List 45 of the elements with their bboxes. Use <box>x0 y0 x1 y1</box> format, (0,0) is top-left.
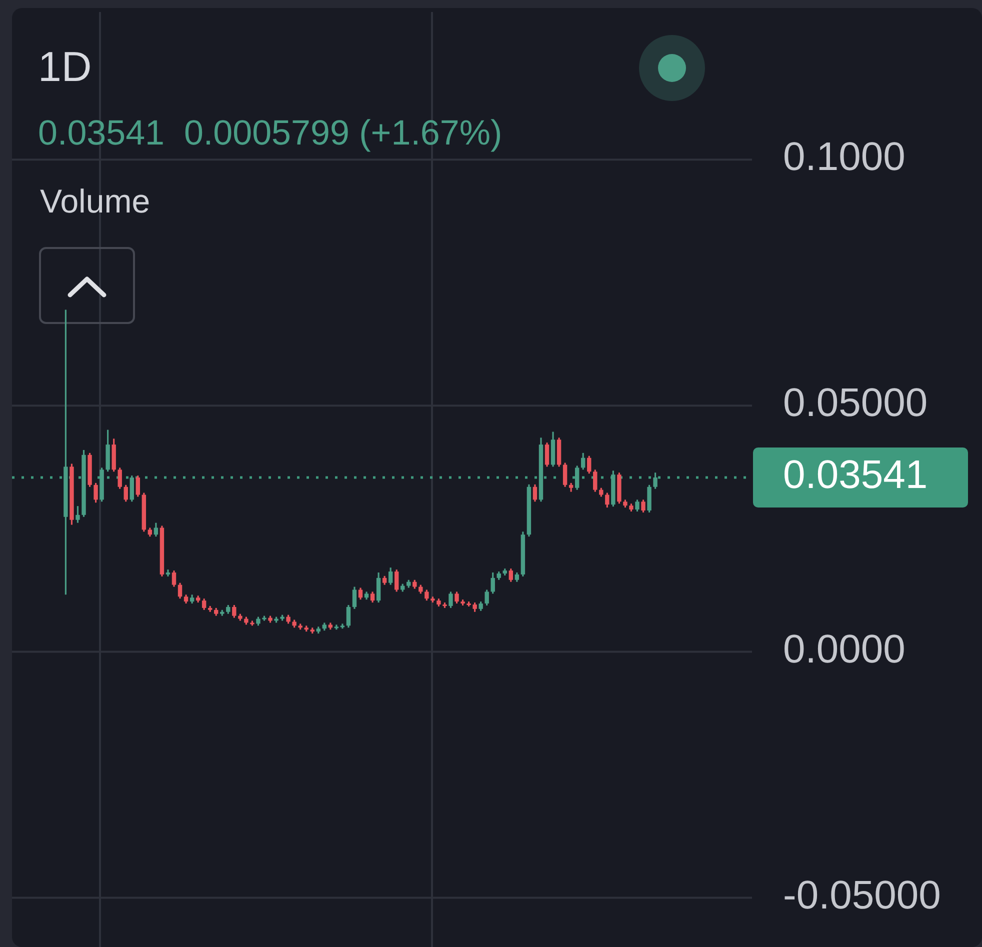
candlestick <box>346 604 351 628</box>
candlestick <box>352 586 357 610</box>
candlestick <box>94 482 98 504</box>
candlestick <box>448 590 453 609</box>
candlestick <box>388 566 393 586</box>
candlestick <box>358 586 363 600</box>
candlestick <box>124 484 128 502</box>
candlestick <box>544 442 550 468</box>
candlestick <box>166 568 170 578</box>
candlestick <box>172 570 176 588</box>
candlestick <box>370 590 375 604</box>
y-tick-label: 0.05000 <box>783 381 928 426</box>
annotation: Volume <box>40 182 150 220</box>
text: 1D <box>38 43 92 90</box>
candlestick <box>532 484 538 502</box>
candlestick <box>154 522 158 538</box>
candlestick <box>376 572 381 604</box>
candlestick <box>587 455 592 474</box>
candlestick <box>424 588 429 602</box>
candlestick <box>580 452 586 470</box>
candlestick <box>118 466 122 490</box>
candlestick <box>562 462 568 488</box>
candlestick <box>136 474 140 498</box>
candlestick <box>490 572 495 594</box>
candlestick <box>178 582 182 600</box>
candlestick <box>514 572 520 583</box>
candlestick <box>76 505 80 524</box>
candlestick <box>484 588 489 606</box>
candlestick <box>647 484 652 514</box>
candlestick <box>478 600 483 612</box>
y-tick-label: 0.0000 <box>783 627 906 672</box>
candlestick <box>641 498 646 514</box>
candlestick <box>593 468 598 493</box>
y-tick-label: 0.1000 <box>783 135 906 180</box>
candlestick <box>454 590 459 604</box>
ref-line-label: 0.03541 <box>783 453 928 498</box>
candlestick <box>635 498 640 512</box>
candlestick <box>394 568 399 592</box>
candlestick <box>232 604 236 619</box>
y-tick-label: -0.05000 <box>783 873 941 918</box>
candlestick <box>508 568 514 583</box>
candlestick <box>202 598 206 611</box>
candlestick <box>340 622 345 630</box>
candlestick <box>605 492 610 508</box>
text: 0.03541 0.0005799 (+1.67%) <box>38 113 502 152</box>
